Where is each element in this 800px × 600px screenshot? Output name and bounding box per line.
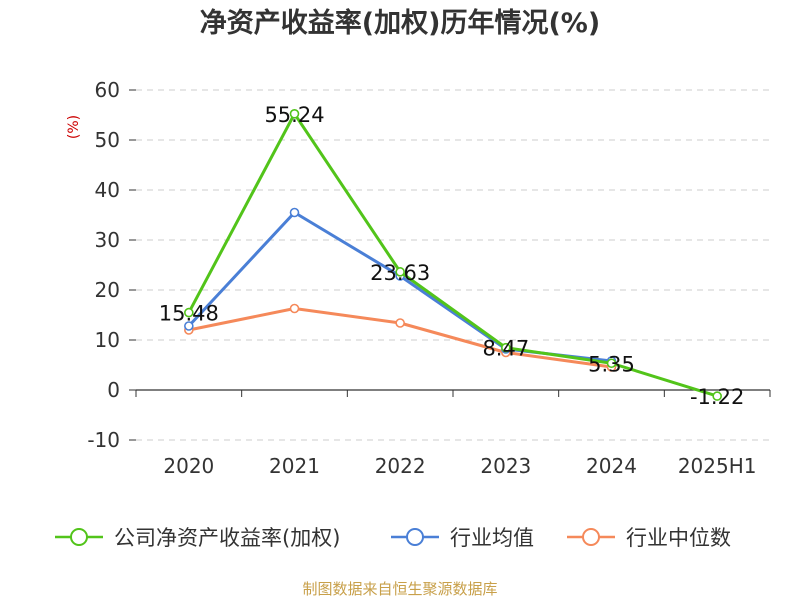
data-label: 15.48 [159,302,219,326]
x-tick-label: 2024 [586,454,637,478]
legend-label: 公司净资产收益率(加权) [114,526,340,550]
x-axis-ticks: 2020 2021 2022 2023 2024 2025H1 [163,454,756,478]
data-label: 23.63 [370,261,430,285]
x-tick-label: 2025H1 [678,454,757,478]
series-line [187,112,718,398]
y-axis-ticks: -10 0 10 20 30 40 50 60 [87,78,136,452]
series-line [188,307,612,369]
y-tick-label: 60 [95,78,120,102]
series-line [187,211,612,363]
x-tick-label: 2022 [375,454,426,478]
data-label: -1.22 [690,385,744,409]
data-label: 5.35 [588,352,635,376]
data-labels: 15.48 55.24 23.63 8.47 5.35 -1.22 [159,103,745,409]
x-tick-label: 2021 [269,454,320,478]
series-point [184,307,194,318]
series-point [184,321,194,331]
y-tick-label: 0 [107,378,120,402]
series-point [712,391,722,401]
y-tick-label: 40 [95,178,120,202]
legend-label: 行业均值 [450,526,534,550]
y-tick-label: 50 [95,128,120,152]
series-point [606,358,617,369]
source-note: 制图数据来自恒生聚源数据库 [302,580,497,598]
y-tick-label: 30 [95,228,120,252]
data-label: 8.47 [482,337,529,361]
chart-title: 净资产收益率(加权)历年情况(%) [200,7,600,39]
x-axis [135,389,771,397]
grid-lines [136,89,770,441]
series-point [289,207,300,218]
series-point [395,267,405,277]
y-tick-label: 10 [95,328,120,352]
data-label: 55.24 [264,103,324,127]
legend-label: 行业中位数 [626,526,731,550]
legend: 公司净资产收益率(加权) 行业均值 行业中位数 [55,526,731,550]
y-tick-label: -10 [87,428,120,452]
series-point [289,303,300,314]
legend-marker [582,528,600,546]
y-tick-label: 20 [95,278,120,302]
x-tick-label: 2023 [480,454,531,478]
y-axis-label: (%) [66,115,82,139]
series-lines [184,109,722,401]
series-point [289,109,300,119]
series-point [501,342,511,353]
legend-marker [70,528,88,546]
series-point [395,318,405,328]
legend-marker [406,528,424,546]
x-tick-label: 2020 [163,454,214,478]
